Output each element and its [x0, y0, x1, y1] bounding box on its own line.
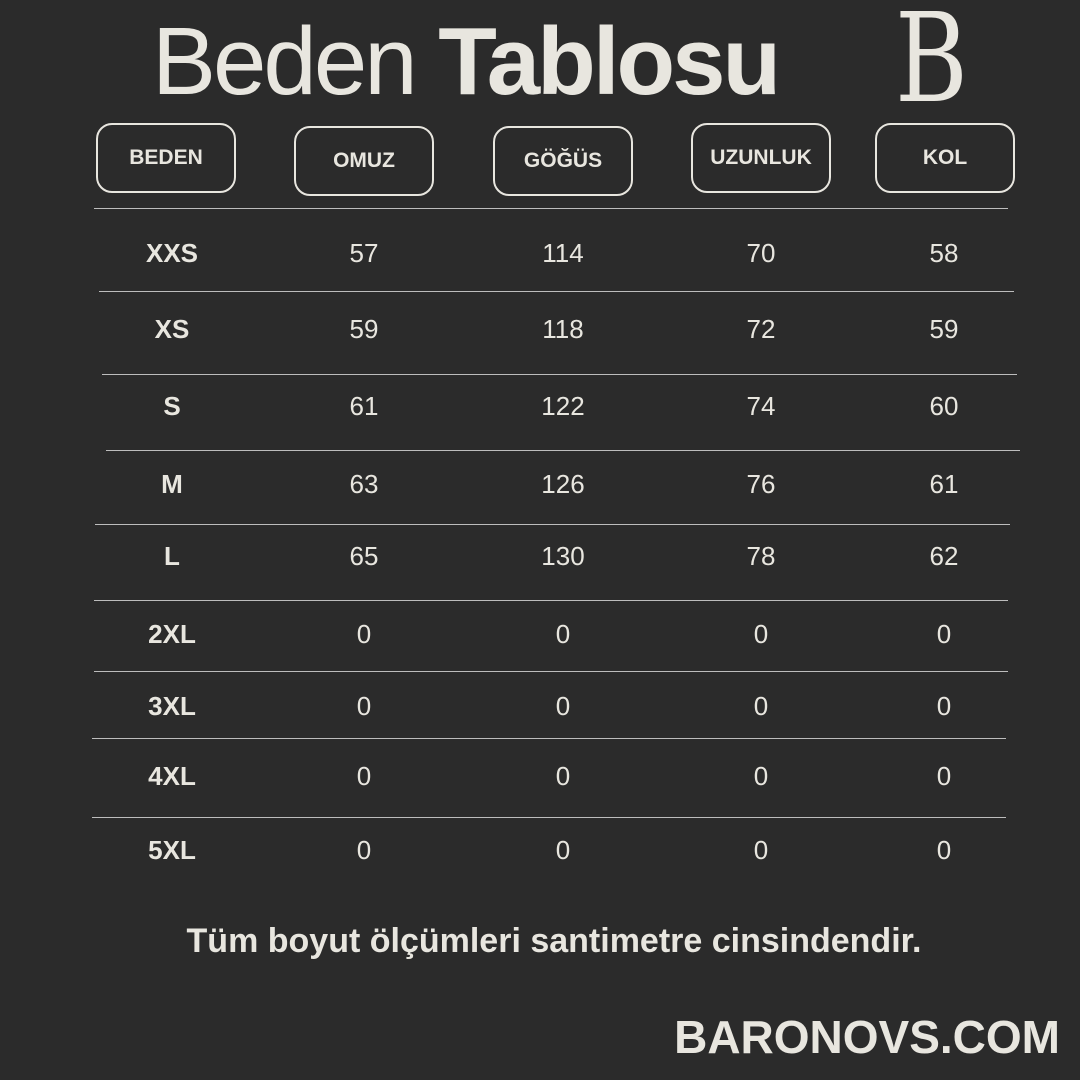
- measurement-gogus: 126: [541, 469, 585, 499]
- measurement-gogus: 0: [555, 761, 571, 791]
- measurement-uzunluk: 76: [746, 469, 776, 499]
- measurement-omuz: 61: [349, 391, 379, 421]
- measurement-omuz: 57: [349, 238, 379, 268]
- measurement-kol: 0: [936, 835, 952, 865]
- row-divider: [94, 600, 1008, 601]
- row-divider: [95, 524, 1010, 525]
- units-note: Tüm boyut ölçümleri santimetre cinsinden…: [186, 922, 922, 960]
- row-divider: [106, 450, 1020, 451]
- measurement-omuz: 63: [349, 469, 379, 499]
- size-label: S: [163, 391, 181, 421]
- header-gogus: GÖĞÜS: [493, 126, 633, 196]
- measurement-uzunluk: 72: [746, 314, 776, 344]
- size-label: 5XL: [148, 835, 196, 865]
- measurement-gogus: 130: [541, 541, 585, 571]
- page-title: Beden Tablosu: [152, 2, 781, 122]
- row-divider: [99, 291, 1014, 292]
- measurement-omuz: 0: [356, 691, 372, 721]
- header-omuz: OMUZ: [294, 126, 434, 196]
- size-label: M: [161, 469, 183, 499]
- brand-website: BARONOVS.COM: [674, 1011, 1060, 1063]
- measurement-uzunluk: 78: [746, 541, 776, 571]
- measurement-uzunluk: 70: [746, 238, 776, 268]
- measurement-gogus: 114: [542, 238, 584, 268]
- size-label: 4XL: [148, 761, 196, 791]
- header-beden: BEDEN: [96, 123, 236, 193]
- measurement-omuz: 0: [356, 619, 372, 649]
- row-divider: [94, 671, 1008, 672]
- measurement-gogus: 0: [555, 691, 571, 721]
- title-light: Beden: [152, 8, 418, 115]
- measurement-omuz: 59: [349, 314, 379, 344]
- title-bold: Tablosu: [438, 8, 781, 115]
- measurement-omuz: 0: [356, 761, 372, 791]
- measurement-omuz: 65: [349, 541, 379, 571]
- size-label: XXS: [145, 238, 199, 268]
- measurement-uzunluk: 0: [753, 691, 769, 721]
- measurement-gogus: 118: [542, 314, 584, 344]
- measurement-kol: 0: [936, 691, 952, 721]
- measurement-kol: 61: [929, 469, 959, 499]
- brand-logo: B: [895, 0, 968, 131]
- measurement-uzunluk: 0: [753, 761, 769, 791]
- measurement-gogus: 0: [555, 619, 571, 649]
- measurement-uzunluk: 74: [746, 391, 776, 421]
- measurement-uzunluk: 0: [753, 619, 769, 649]
- row-divider: [92, 738, 1006, 739]
- size-label: 3XL: [148, 691, 196, 721]
- measurement-gogus: 0: [555, 835, 571, 865]
- header-kol: KOL: [875, 123, 1015, 193]
- measurement-kol: 62: [929, 541, 959, 571]
- measurement-kol: 0: [936, 619, 952, 649]
- size-label: 2XL: [148, 619, 196, 649]
- row-divider: [94, 208, 1008, 209]
- header-uzunluk: UZUNLUK: [691, 123, 831, 193]
- measurement-gogus: 122: [541, 391, 585, 421]
- measurement-kol: 58: [929, 238, 959, 268]
- row-divider: [102, 374, 1017, 375]
- measurement-kol: 60: [929, 391, 959, 421]
- measurement-uzunluk: 0: [753, 835, 769, 865]
- row-divider: [92, 817, 1006, 818]
- size-label: L: [164, 541, 180, 571]
- measurement-kol: 0: [936, 761, 952, 791]
- measurement-kol: 59: [929, 314, 959, 344]
- measurement-omuz: 0: [356, 835, 372, 865]
- size-label: XS: [154, 314, 190, 344]
